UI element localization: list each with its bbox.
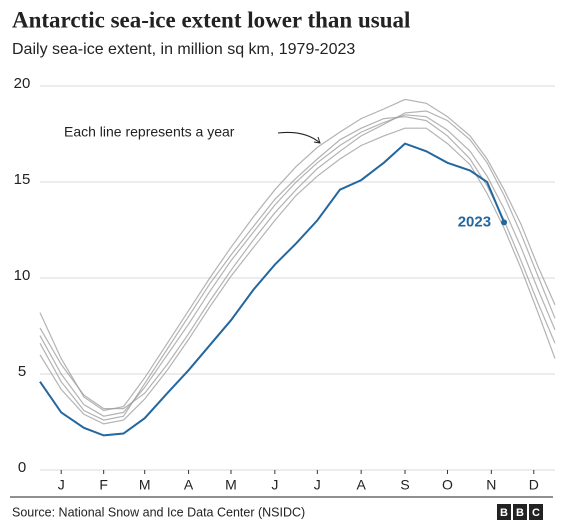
x-tick-label: J — [58, 477, 65, 493]
annotation-arrow — [277, 132, 321, 144]
year-line — [39, 110, 556, 410]
x-tick-label: F — [99, 477, 108, 493]
chart-subtitle: Daily sea-ice extent, in million sq km, … — [12, 41, 355, 58]
y-tick-label: 0 — [18, 459, 26, 476]
annotation: Each line represents a year — [64, 124, 235, 140]
logo-letter: B — [500, 507, 508, 519]
y-tick-label: 10 — [14, 267, 31, 284]
year-line — [39, 98, 556, 412]
x-tick-label: A — [356, 477, 366, 493]
logo — [497, 504, 543, 520]
logo-letter: B — [516, 507, 524, 519]
x-tick-label: M — [225, 477, 237, 493]
x-tick-label: J — [271, 477, 278, 493]
y-tick-label: 5 — [18, 363, 26, 380]
x-tick-label: D — [529, 477, 539, 493]
year-line — [39, 116, 556, 421]
plot-area: 0 5 10 15 20 J F M A M J J A S O N D 2023 — [14, 75, 556, 493]
end-marker — [501, 219, 508, 226]
year-line — [39, 127, 556, 425]
logo-letter: C — [532, 507, 540, 519]
chart-title: Antarctic sea-ice extent lower than usua… — [12, 7, 410, 32]
source: Source: National Snow and Ice Data Cente… — [12, 505, 305, 519]
annotation-arrowhead — [313, 136, 321, 144]
year-line — [39, 114, 556, 417]
x-tick-label: O — [442, 477, 453, 493]
x-tick-label: M — [139, 477, 151, 493]
series-line — [39, 142, 506, 437]
y-tick-label: 15 — [14, 171, 31, 188]
x-tick-label: A — [184, 477, 194, 493]
x-tick-label: S — [400, 477, 409, 493]
x-tick-label: J — [314, 477, 321, 493]
x-tick-label: N — [486, 477, 496, 493]
y-tick-label: 20 — [14, 75, 31, 92]
series-label: 2023 — [458, 213, 491, 230]
